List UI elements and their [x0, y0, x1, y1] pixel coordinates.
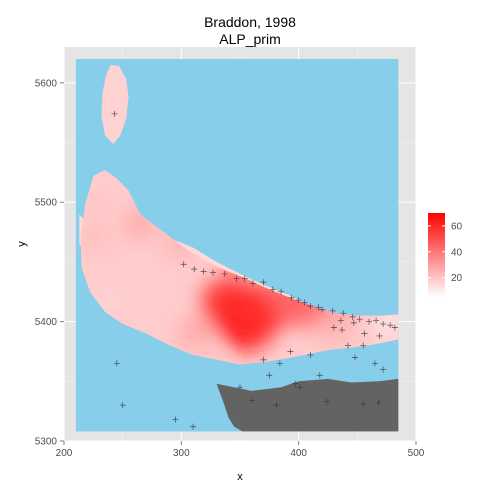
sample-marker — [180, 261, 187, 268]
sample-marker — [113, 360, 120, 367]
sample-marker — [371, 360, 378, 367]
sample-marker — [191, 266, 198, 273]
sample-marker — [292, 380, 299, 387]
sample-marker — [249, 280, 256, 287]
x-tick-label: 300 — [173, 448, 190, 459]
sample-marker — [210, 269, 217, 276]
sample-marker — [366, 318, 373, 325]
sample-marker — [351, 354, 358, 361]
sample-marker — [248, 397, 255, 404]
sample-marker — [316, 372, 323, 379]
sample-marker — [200, 268, 207, 275]
legend-tick-label: 60 — [451, 221, 463, 232]
sample-marker — [276, 360, 283, 367]
y-tick-label: 5300 — [35, 437, 58, 448]
y-axis-label: y — [16, 241, 28, 247]
y-tick-label: 5500 — [35, 198, 58, 209]
sample-marker — [350, 319, 357, 326]
sample-marker — [344, 342, 351, 349]
data-point — [316, 315, 348, 347]
sample-marker — [360, 400, 367, 407]
sample-marker — [337, 317, 344, 324]
sample-marker — [269, 286, 276, 293]
x-axis: 200 300 400 500 — [56, 441, 425, 459]
sample-marker — [376, 332, 383, 339]
sample-marker — [260, 356, 267, 363]
sample-marker — [323, 398, 330, 405]
sample-marker — [295, 297, 302, 304]
x-tick-label: 400 — [290, 448, 307, 459]
sample-marker — [301, 299, 308, 306]
sample-marker — [373, 317, 380, 324]
sample-marker — [387, 322, 394, 329]
sample-marker — [278, 288, 285, 295]
sample-marker — [190, 423, 197, 430]
legend-colorbar — [428, 213, 445, 297]
sample-marker — [319, 306, 326, 313]
sample-marker — [172, 416, 179, 423]
sample-marker — [266, 372, 273, 379]
sample-marker — [307, 303, 314, 310]
sample-markers — [111, 110, 398, 430]
sample-marker — [391, 324, 398, 331]
sample-marker — [340, 310, 347, 317]
sample-marker — [241, 275, 248, 282]
sample-marker — [119, 402, 126, 409]
sample-marker — [315, 304, 322, 311]
sample-marker — [330, 324, 337, 331]
sample-marker — [356, 316, 363, 323]
sample-marker — [360, 342, 367, 349]
sample-marker — [380, 320, 387, 327]
x-tick-label: 500 — [408, 448, 425, 459]
sample-marker — [339, 326, 346, 333]
data-point — [82, 191, 112, 221]
sample-marker — [260, 279, 267, 286]
sample-marker — [221, 270, 228, 277]
x-tick-label: 200 — [56, 448, 73, 459]
color-legend: 20 40 60 — [428, 213, 463, 297]
sample-marker — [111, 110, 118, 117]
sample-marker — [380, 366, 387, 373]
data-point — [80, 223, 110, 253]
sample-marker — [361, 330, 368, 337]
sample-marker — [329, 307, 336, 314]
sample-marker — [288, 294, 295, 301]
sample-marker — [273, 402, 280, 409]
y-tick-label: 5600 — [35, 78, 58, 89]
legend-tick-label: 40 — [451, 247, 463, 258]
legend-tick-label: 20 — [451, 273, 463, 284]
sample-marker — [287, 348, 294, 355]
x-axis-label: x — [237, 471, 243, 483]
y-tick-label: 5400 — [35, 317, 58, 328]
chart-subtitle: ALP_prim — [219, 31, 281, 47]
sample-marker — [296, 384, 303, 391]
sample-marker — [349, 313, 356, 320]
data-point — [340, 315, 370, 345]
y-axis: 5300 5400 5500 5600 — [35, 78, 64, 448]
sample-marker — [375, 399, 382, 406]
sample-marker — [233, 275, 240, 282]
chart-title: Braddon, 1998 — [204, 14, 296, 30]
island-data — [101, 64, 129, 144]
map-layer — [75, 58, 399, 432]
land-no-data — [216, 378, 399, 432]
sample-marker — [307, 352, 314, 359]
sample-marker — [237, 384, 243, 391]
